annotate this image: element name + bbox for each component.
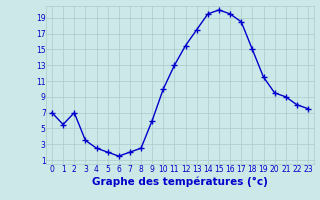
X-axis label: Graphe des températures (°c): Graphe des températures (°c) (92, 176, 268, 187)
